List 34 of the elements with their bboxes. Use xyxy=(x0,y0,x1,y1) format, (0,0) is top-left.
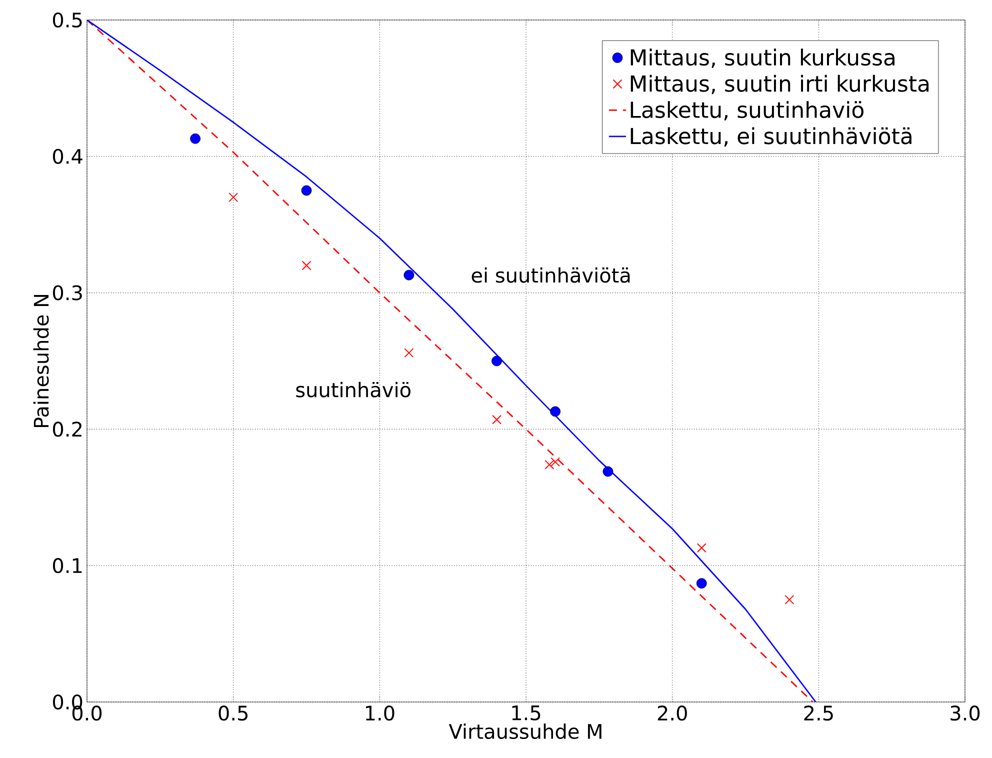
point xyxy=(228,192,238,202)
point xyxy=(784,594,794,604)
x-tick-label: 3.0 xyxy=(950,706,980,721)
y-tick-label: 0.2 xyxy=(52,422,82,437)
x-axis-title: Virtaussuhde M xyxy=(448,724,602,740)
point xyxy=(190,133,200,144)
point xyxy=(602,466,614,477)
point xyxy=(492,356,502,366)
legend-label: Laskettu, suutinhaviö xyxy=(630,101,864,120)
x-tick-label: 2.5 xyxy=(804,706,833,721)
point xyxy=(550,457,560,467)
point xyxy=(404,270,414,280)
y-tick-label: 0.3 xyxy=(52,285,82,300)
legend-label: Mittaus, suutin kurkussa xyxy=(630,48,894,68)
annotation: ei suutinhäviötä xyxy=(472,267,630,283)
point xyxy=(696,578,707,589)
legend-label: Laskettu, ei suutinhäviötä xyxy=(630,127,912,147)
x-tick-label: 1.5 xyxy=(512,706,540,720)
y-tick-label: 0.4 xyxy=(52,148,82,164)
legend-label: Mittaus, suutin irti kurkusta xyxy=(630,74,929,94)
point xyxy=(492,414,502,424)
point xyxy=(404,348,414,358)
y-tick-label: 0.5 xyxy=(52,12,82,28)
x-tick-label: 1.0 xyxy=(366,706,394,721)
point xyxy=(550,406,560,417)
x-tick-label: 0.5 xyxy=(218,706,248,721)
point xyxy=(696,543,706,553)
x-tick-label: 2.0 xyxy=(658,706,687,721)
y-tick-label: 0.1 xyxy=(52,558,82,574)
point xyxy=(302,260,312,270)
y-axis-title: Painesuhde N xyxy=(33,294,49,428)
point xyxy=(301,185,312,196)
point xyxy=(544,460,554,470)
annotation: suutinhäviö xyxy=(296,382,410,398)
